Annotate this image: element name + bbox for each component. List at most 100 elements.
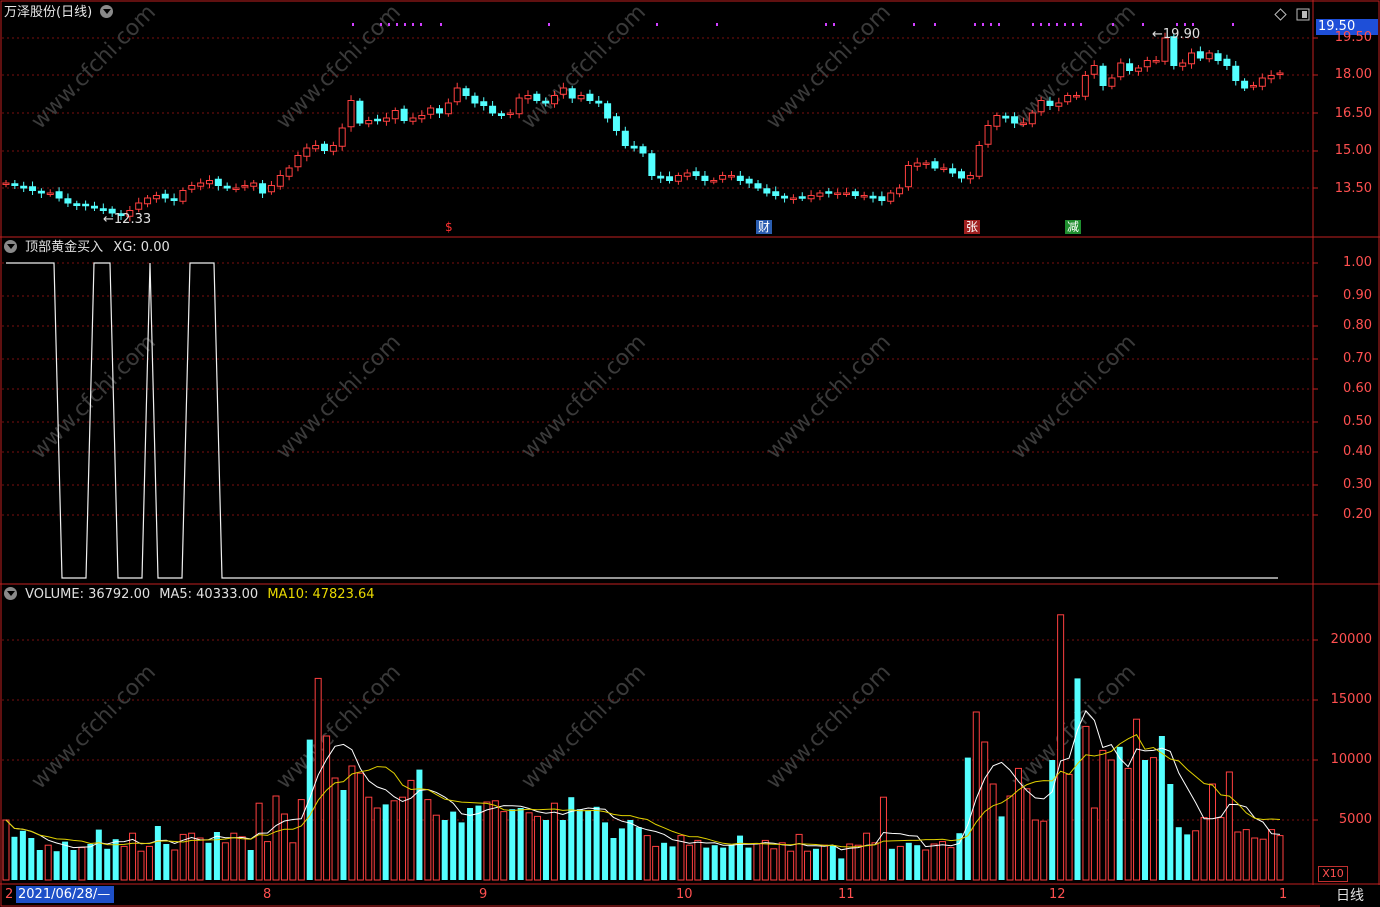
- candle-body: [577, 95, 585, 100]
- candle-body: [82, 203, 90, 207]
- candle-body: [329, 145, 337, 152]
- candle-body: [382, 117, 390, 122]
- window-restore-icon[interactable]: [1296, 6, 1310, 21]
- volume-bar: [1242, 829, 1250, 881]
- candle-body: [232, 187, 240, 190]
- volume-axis-label: 5000: [1338, 812, 1372, 827]
- candle-body: [701, 175, 709, 181]
- volume-bar: [1200, 817, 1208, 881]
- volume-bar: [947, 847, 955, 881]
- watermark-text: www.cfchi.com: [272, 0, 406, 134]
- indicator-axis-label: 0.60: [1343, 381, 1372, 396]
- signal-dot: [934, 23, 936, 26]
- candle-body: [1090, 65, 1098, 75]
- volume-bar: [297, 799, 305, 881]
- event-marker-reduce[interactable]: 减: [1065, 220, 1082, 234]
- candle-body: [559, 87, 567, 95]
- event-marker-finance[interactable]: 财: [756, 220, 773, 234]
- candle-body: [338, 127, 346, 147]
- high-price-annotation: ←19.90: [1152, 27, 1201, 42]
- indicator-axis-label: 0.30: [1343, 477, 1372, 492]
- candle-body: [241, 185, 249, 188]
- volume-bar: [534, 815, 542, 881]
- volume-bar: [964, 757, 971, 880]
- signal-dot: [833, 23, 835, 26]
- candle-body: [551, 95, 559, 105]
- volume-bar: [163, 844, 170, 880]
- period-selector[interactable]: 日线: [1320, 885, 1380, 907]
- low-price-value: 12.33: [113, 212, 152, 227]
- volume-bar: [930, 843, 938, 881]
- candle-body: [860, 195, 868, 198]
- candle-body: [913, 162, 921, 167]
- volume-axis-label: 15000: [1330, 692, 1372, 707]
- indicator-dropdown-icon[interactable]: [4, 240, 17, 253]
- volume-bar: [213, 832, 220, 880]
- volume-bar: [19, 830, 26, 880]
- candle-body: [851, 191, 859, 196]
- candle-body: [666, 176, 674, 181]
- candle-body: [1002, 115, 1010, 119]
- candle-body: [73, 203, 81, 206]
- candle-body: [506, 112, 514, 115]
- candle-body: [223, 185, 231, 189]
- volume-bar: [939, 841, 947, 881]
- candle-body: [949, 168, 957, 174]
- candle-body: [745, 178, 753, 184]
- candle-body: [807, 195, 815, 200]
- signal-dot: [396, 23, 398, 26]
- volume-bar: [838, 858, 845, 880]
- candle-body: [1249, 85, 1257, 88]
- candle-body: [922, 162, 930, 165]
- candle-body: [20, 185, 28, 189]
- volume-bar: [348, 765, 356, 881]
- volume-bar: [87, 844, 94, 880]
- event-marker-dividend[interactable]: $: [445, 220, 453, 234]
- signal-dot: [1112, 23, 1114, 26]
- low-price-annotation: ←12.33: [103, 212, 152, 227]
- volume-bar: [896, 845, 904, 881]
- candle-body: [1134, 67, 1142, 72]
- candle-body: [887, 192, 895, 202]
- candle-body: [1214, 53, 1222, 61]
- signal-dot: [1072, 23, 1074, 26]
- indicator-axis-label: 0.80: [1343, 318, 1372, 333]
- candle-body: [789, 197, 797, 200]
- candle-body: [2, 182, 10, 185]
- volume-bar: [314, 677, 322, 881]
- candle-body: [781, 195, 789, 199]
- volume-bar: [1175, 827, 1182, 880]
- candle-body: [940, 167, 948, 170]
- volume-bar: [1057, 614, 1065, 881]
- candle-body: [99, 208, 107, 211]
- volume-bar: [661, 842, 668, 880]
- x-axis-month-label: 9: [479, 887, 488, 902]
- indicator-xg-value: XG: 0.00: [113, 240, 170, 255]
- diamond-icon[interactable]: [1274, 6, 1287, 21]
- volume-bar: [44, 844, 52, 881]
- title-dropdown-icon[interactable]: [100, 5, 114, 18]
- watermark-text: www.cfchi.com: [762, 0, 896, 134]
- volume-bar: [1225, 771, 1233, 881]
- signal-dot: [1176, 23, 1178, 26]
- volume-dropdown-icon[interactable]: [4, 587, 17, 600]
- candle-body: [1241, 80, 1249, 89]
- volume-bar: [787, 850, 795, 881]
- volume-ma5-line: [5, 709, 1281, 851]
- volume-bar: [550, 802, 558, 881]
- candle-body: [303, 147, 311, 157]
- watermark-text: www.cfchi.com: [517, 0, 651, 134]
- candle-body: [197, 182, 205, 187]
- candle-body: [1205, 52, 1213, 60]
- volume-axis-label: 10000: [1330, 752, 1372, 767]
- candle-body: [135, 202, 143, 210]
- event-marker-rise[interactable]: 张: [964, 220, 981, 234]
- candle-body: [1143, 60, 1151, 68]
- signal-dot: [990, 23, 992, 26]
- candle-body: [763, 188, 771, 194]
- candle-body: [312, 145, 320, 150]
- price-axis-label: 19.50: [1334, 30, 1372, 45]
- volume-bar: [593, 806, 600, 880]
